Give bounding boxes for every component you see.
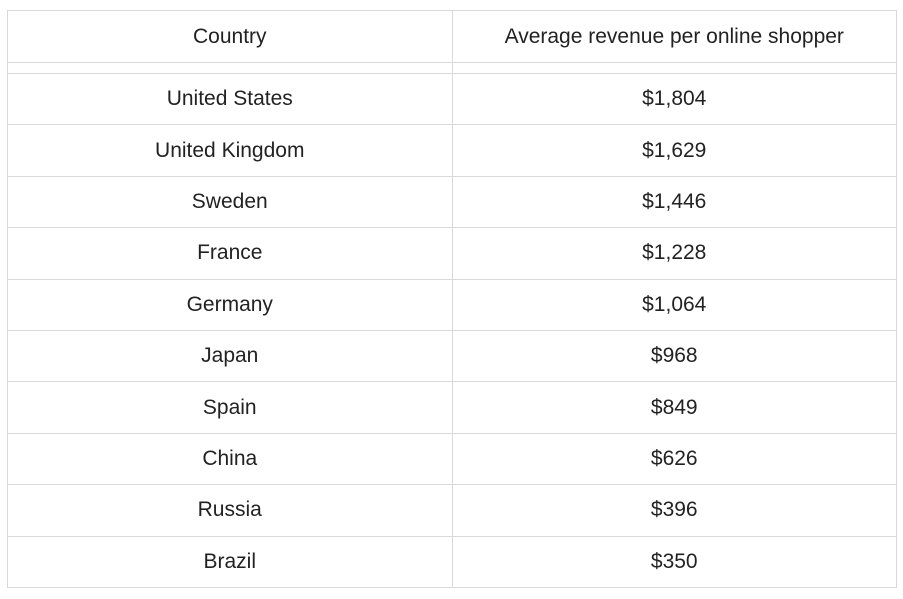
spacer-cell	[451, 61, 896, 75]
country-cell: Spain	[8, 381, 453, 434]
revenue-cell: $1,804	[451, 73, 896, 126]
revenue-cell: $1,228	[451, 227, 896, 280]
country-cell: United Kingdom	[8, 124, 453, 177]
revenue-cell: $626	[451, 432, 896, 486]
revenue-cell: $350	[451, 535, 896, 587]
table-row: Russia $396	[8, 484, 896, 537]
table-row: United Kingdom $1,629	[8, 124, 896, 177]
revenue-table-grid: Country Average revenue per online shopp…	[8, 11, 896, 587]
table-row: Germany $1,064	[8, 278, 896, 332]
revenue-cell: $1,446	[451, 175, 896, 229]
table-row: China $626	[8, 432, 896, 486]
spacer-cell	[8, 61, 453, 75]
revenue-cell: $1,064	[451, 278, 896, 332]
country-cell: Japan	[8, 330, 453, 383]
table-row: France $1,228	[8, 227, 896, 280]
country-cell: United States	[8, 73, 453, 126]
revenue-table: Country Average revenue per online shopp…	[7, 10, 897, 588]
spacer-row	[8, 61, 896, 75]
table-row: Japan $968	[8, 330, 896, 383]
header-row: Country Average revenue per online shopp…	[8, 11, 896, 63]
table-row: Sweden $1,446	[8, 175, 896, 229]
revenue-cell: $968	[451, 330, 896, 383]
revenue-cell: $396	[451, 484, 896, 537]
table-row: Brazil $350	[8, 535, 896, 587]
country-cell: Sweden	[8, 175, 453, 229]
country-cell: France	[8, 227, 453, 280]
country-cell: China	[8, 432, 453, 486]
country-cell: Germany	[8, 278, 453, 332]
column-header-revenue: Average revenue per online shopper	[451, 11, 896, 63]
revenue-cell: $1,629	[451, 124, 896, 177]
table-row: Spain $849	[8, 381, 896, 434]
table-row: United States $1,804	[8, 73, 896, 126]
column-header-country: Country	[8, 11, 453, 63]
country-cell: Russia	[8, 484, 453, 537]
country-cell: Brazil	[8, 535, 453, 587]
revenue-cell: $849	[451, 381, 896, 434]
